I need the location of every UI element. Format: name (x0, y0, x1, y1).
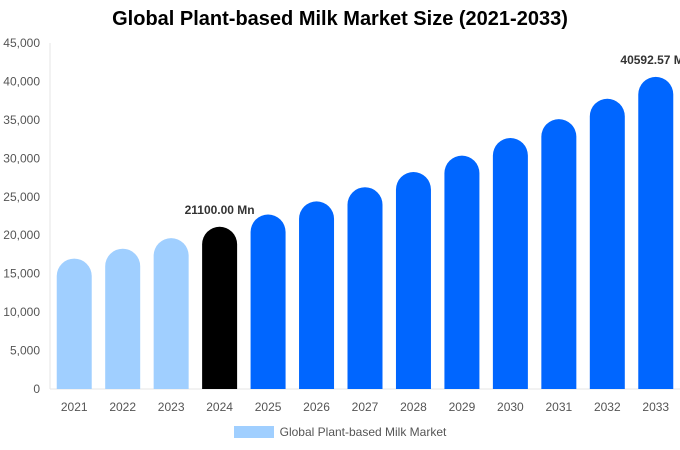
chart-title: Global Plant-based Milk Market Size (202… (112, 8, 568, 30)
x-tick-label: 2023 (158, 400, 185, 414)
bar-2028[interactable] (395, 172, 431, 389)
y-tick-label: 45,000 (3, 36, 40, 50)
legend-swatch (233, 426, 274, 438)
y-tick-label: 20,000 (3, 228, 40, 242)
y-tick-label: 5,000 (10, 344, 40, 358)
y-tick-label: 0 (33, 382, 40, 396)
x-tick-label: 2024 (206, 400, 233, 414)
x-tick-label: 2025 (255, 400, 282, 414)
x-tick-label: 2028 (400, 400, 427, 414)
y-tick-label: 40,000 (3, 74, 40, 88)
bar-2031[interactable] (541, 119, 577, 389)
x-tick-label: 2029 (449, 400, 476, 414)
x-tick-label: 2030 (497, 400, 524, 414)
bar-2033[interactable] (638, 76, 674, 389)
y-tick-label: 35,000 (3, 113, 40, 127)
x-tick-label: 2032 (594, 400, 621, 414)
bar-2030[interactable] (492, 138, 528, 389)
x-tick-label: 2033 (642, 400, 669, 414)
x-tick-label: 2026 (303, 400, 330, 414)
y-tick-label: 15,000 (3, 267, 40, 281)
bar-2025[interactable] (250, 214, 286, 389)
data-label-2024: 21100.00 Mn (185, 203, 255, 217)
y-tick-label: 30,000 (3, 151, 40, 165)
bar-2024[interactable] (202, 226, 238, 389)
bar-2027[interactable] (347, 187, 383, 389)
bar-2029[interactable] (444, 155, 480, 389)
y-tick-label: 10,000 (3, 305, 40, 319)
legend-label: Global Plant-based Milk Market (279, 425, 447, 439)
bar-2022[interactable] (105, 248, 141, 389)
x-tick-label: 2021 (61, 400, 88, 414)
y-tick-label: 25,000 (3, 190, 40, 204)
bar-2026[interactable] (299, 201, 335, 389)
data-label-2033: 40592.57 Mn (620, 53, 680, 67)
bar-2021[interactable] (56, 258, 92, 389)
x-tick-label: 2022 (109, 400, 136, 414)
x-tick-label: 2027 (352, 400, 379, 414)
bar-2023[interactable] (153, 238, 189, 389)
x-tick-label: 2031 (545, 400, 572, 414)
legend[interactable]: Global Plant-based Milk Market (0, 425, 680, 439)
bar-2032[interactable] (589, 98, 625, 389)
